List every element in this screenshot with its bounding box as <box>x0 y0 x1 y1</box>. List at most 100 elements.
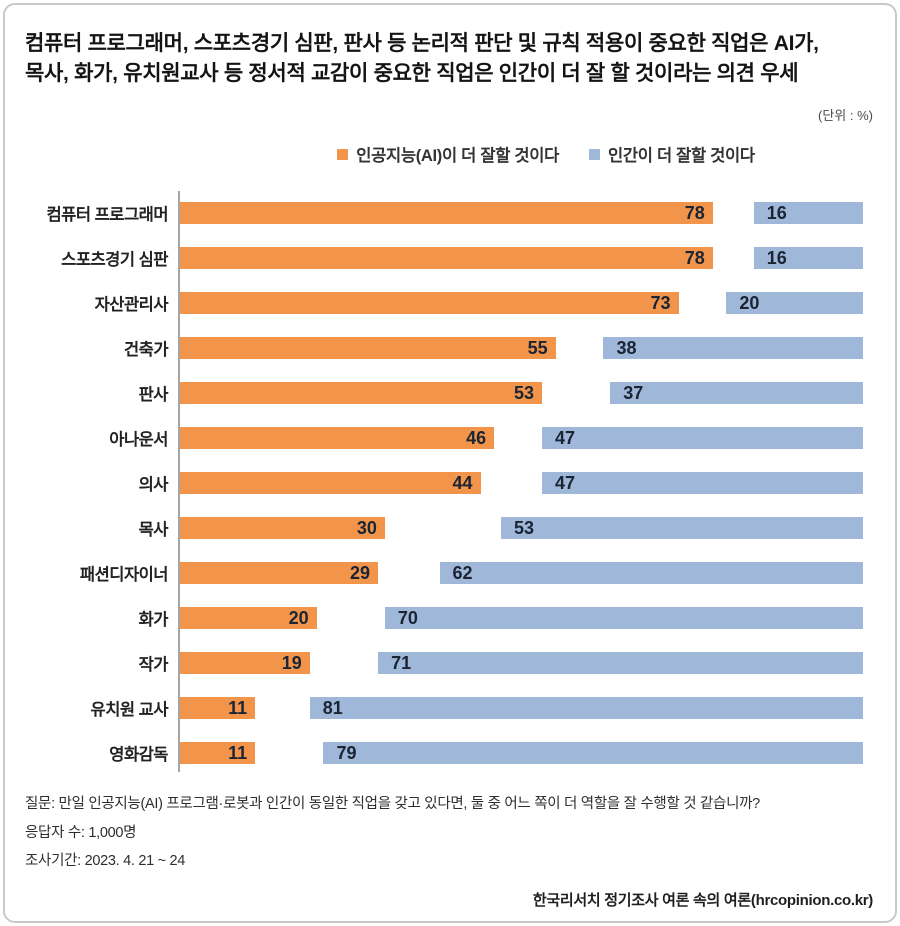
chart-row: 자산관리사 73 20 <box>25 292 863 314</box>
ai-value: 44 <box>452 472 473 493</box>
human-bar: 38 <box>603 337 863 359</box>
human-value: 38 <box>616 337 637 358</box>
human-value: 16 <box>766 202 787 223</box>
ai-value: 20 <box>288 607 309 628</box>
title-line-1: 컴퓨터 프로그래머, 스포츠경기 심판, 판사 등 논리적 판단 및 규칙 적용… <box>25 32 819 55</box>
human-legend-swatch-icon <box>589 148 601 160</box>
respondents-note: 응답자 수: 1,000명 <box>25 824 137 841</box>
human-value: 81 <box>322 697 343 718</box>
chart-row: 판사 53 37 <box>25 382 863 404</box>
human-value: 71 <box>391 652 412 673</box>
page-title: 컴퓨터 프로그래머, 스포츠경기 심판, 판사 등 논리적 판단 및 규칙 적용… <box>25 29 875 90</box>
ai-bar: 44 <box>180 472 481 494</box>
ai-bar: 11 <box>180 742 256 764</box>
row-plot-area: 19 71 <box>180 652 863 674</box>
row-plot-area: 30 53 <box>180 517 863 539</box>
human-value: 62 <box>452 562 473 583</box>
row-plot-area: 29 62 <box>180 562 863 584</box>
human-bar: 53 <box>501 517 863 539</box>
human-value: 16 <box>766 247 787 268</box>
row-plot-area: 46 47 <box>180 427 863 449</box>
ai-value: 73 <box>650 292 671 313</box>
category-label: 판사 <box>138 386 169 404</box>
category-label: 화가 <box>138 611 169 629</box>
ai-bar: 78 <box>180 202 713 224</box>
chart-row: 목사 30 53 <box>25 517 863 539</box>
ai-bar: 46 <box>180 427 495 449</box>
human-bar: 16 <box>753 202 863 224</box>
chart-row: 아나운서 46 47 <box>25 427 863 449</box>
human-bar: 71 <box>378 652 863 674</box>
title-line-2: 목사, 화가, 유치원교사 등 정서적 교감이 중요한 직업은 인간이 더 잘 … <box>25 62 799 86</box>
ai-value: 55 <box>527 337 548 358</box>
ai-value: 30 <box>356 517 377 538</box>
row-plot-area: 11 79 <box>180 742 863 764</box>
footer-notes: 질문: 만일 인공지능(AI) 프로그램·로봇과 인간이 동일한 직업을 갖고 … <box>25 796 873 882</box>
category-label: 스포츠경기 심판 <box>61 251 168 269</box>
period-note: 조사기간: 2023. 4. 21 ~ 24 <box>25 853 186 870</box>
category-label: 아나운서 <box>109 431 168 449</box>
human-value: 20 <box>739 292 760 313</box>
ai-value: 11 <box>228 742 248 763</box>
category-label: 자산관리사 <box>94 296 169 314</box>
chart-row: 유치원 교사 11 81 <box>25 697 863 719</box>
ai-bar: 73 <box>180 292 679 314</box>
row-plot-area: 20 70 <box>180 607 863 629</box>
ai-value: 46 <box>466 427 487 448</box>
human-value: 37 <box>623 382 644 403</box>
human-value: 53 <box>514 517 535 538</box>
chart-legend: 인공지능(AI)이 더 잘할 것이다 인간이 더 잘할 것이다 <box>101 142 895 166</box>
bar-chart: 컴퓨터 프로그래머 78 16 스포츠경기 심판 78 16 <box>25 191 863 772</box>
ai-value: 29 <box>350 562 371 583</box>
legend-item-ai: 인공지능(AI)이 더 잘할 것이다 <box>337 142 559 166</box>
ai-bar: 29 <box>180 562 379 584</box>
human-bar: 37 <box>610 382 863 404</box>
ai-bar: 11 <box>180 697 256 719</box>
category-label: 유치원 교사 <box>90 701 169 719</box>
ai-bar: 19 <box>180 652 310 674</box>
category-label: 건축가 <box>123 341 169 359</box>
category-label: 작가 <box>138 656 169 674</box>
category-label: 컴퓨터 프로그래머 <box>46 206 168 224</box>
category-label: 영화감독 <box>109 746 168 764</box>
chart-row: 건축가 55 38 <box>25 337 863 359</box>
row-plot-area: 78 16 <box>180 202 863 224</box>
y-axis-line <box>178 191 180 772</box>
human-value: 79 <box>336 742 357 763</box>
ai-bar: 78 <box>180 247 713 269</box>
human-bar: 47 <box>542 472 863 494</box>
row-plot-area: 11 81 <box>180 697 863 719</box>
chart-row: 의사 44 47 <box>25 472 863 494</box>
row-plot-area: 73 20 <box>180 292 863 314</box>
ai-bar: 20 <box>180 607 317 629</box>
ai-bar: 55 <box>180 337 556 359</box>
chart-row: 컴퓨터 프로그래머 78 16 <box>25 202 863 224</box>
ai-value: 11 <box>228 697 248 718</box>
row-plot-area: 55 38 <box>180 337 863 359</box>
legend-label-human: 인간이 더 잘할 것이다 <box>608 147 755 165</box>
chart-row: 스포츠경기 심판 78 16 <box>25 247 863 269</box>
human-bar: 20 <box>726 292 863 314</box>
chart-row: 패션디자이너 29 62 <box>25 562 863 584</box>
human-bar: 47 <box>542 427 863 449</box>
category-label: 의사 <box>138 476 169 494</box>
source-credit: 한국리서치 정기조사 여론 속의 여론(hrcopinion.co.kr) <box>532 892 873 909</box>
human-value: 70 <box>397 607 418 628</box>
human-bar: 16 <box>753 247 863 269</box>
ai-bar: 30 <box>180 517 385 539</box>
chart-row: 작가 19 71 <box>25 652 863 674</box>
human-bar: 81 <box>309 697 863 719</box>
category-label: 패션디자이너 <box>79 566 169 584</box>
ai-value: 78 <box>684 202 705 223</box>
human-value: 47 <box>555 427 576 448</box>
chart-row: 화가 20 70 <box>25 607 863 629</box>
ai-bar: 53 <box>180 382 542 404</box>
human-bar: 79 <box>323 742 863 764</box>
survey-chart-card: 컴퓨터 프로그래머, 스포츠경기 심판, 판사 등 논리적 판단 및 규칙 적용… <box>3 3 897 923</box>
question-note: 질문: 만일 인공지능(AI) 프로그램·로봇과 인간이 동일한 직업을 갖고 … <box>25 796 760 812</box>
legend-item-human: 인간이 더 잘할 것이다 <box>589 142 755 166</box>
row-plot-area: 44 47 <box>180 472 863 494</box>
category-label: 목사 <box>138 521 169 539</box>
human-bar: 70 <box>384 607 863 629</box>
row-plot-area: 53 37 <box>180 382 863 404</box>
